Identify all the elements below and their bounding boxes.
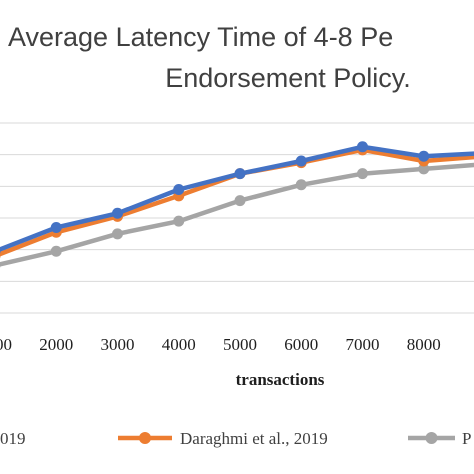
data-point bbox=[295, 179, 307, 191]
data-point bbox=[50, 245, 62, 257]
data-point bbox=[234, 195, 246, 207]
data-point bbox=[418, 163, 430, 175]
legend: et al., 2019 Daraghmi et al., 2019 P bbox=[0, 429, 471, 448]
series-line bbox=[0, 162, 474, 267]
data-point bbox=[0, 263, 1, 268]
chart-title-line-2: Endorsement Policy. bbox=[165, 63, 411, 93]
data-point bbox=[357, 141, 368, 153]
x-axis-label: transactions bbox=[236, 370, 325, 389]
legend-swatch-marker bbox=[425, 432, 438, 444]
data-point bbox=[112, 228, 123, 240]
data-point bbox=[0, 248, 1, 254]
series-group bbox=[0, 141, 474, 268]
series-3 bbox=[0, 162, 474, 268]
x-tick-label: 4000 bbox=[162, 335, 196, 354]
x-tick-label: 7000 bbox=[346, 335, 380, 354]
legend-item-1: et al., 2019 bbox=[0, 429, 26, 448]
x-tick-label: 6000 bbox=[284, 335, 318, 354]
x-tick-labels: 1000 2000 3000 4000 5000 6000 7000 8000 bbox=[0, 335, 441, 354]
data-point bbox=[295, 155, 307, 167]
legend-swatch-marker bbox=[139, 432, 151, 444]
data-point bbox=[173, 215, 185, 227]
series-1 bbox=[0, 141, 474, 254]
gridlines bbox=[0, 122, 474, 314]
x-tick-label: 3000 bbox=[101, 335, 135, 354]
data-point bbox=[357, 168, 368, 180]
data-point bbox=[418, 150, 430, 162]
data-point bbox=[50, 222, 62, 233]
data-point bbox=[112, 207, 123, 219]
data-point bbox=[234, 168, 246, 180]
legend-item-3: P bbox=[408, 429, 471, 448]
data-point bbox=[0, 253, 1, 259]
legend-item-2: Daraghmi et al., 2019 bbox=[118, 429, 328, 448]
x-tick-label: 2000 bbox=[39, 335, 73, 354]
legend-label: et al., 2019 bbox=[0, 429, 26, 448]
x-tick-label: 5000 bbox=[223, 335, 257, 354]
x-tick-label: 1000 bbox=[0, 335, 12, 354]
legend-label: P bbox=[462, 429, 471, 448]
data-point bbox=[173, 184, 185, 195]
x-tick-label: 8000 bbox=[407, 335, 441, 354]
chart-title-line-1: Average Latency Time of 4-8 Pe bbox=[8, 22, 393, 52]
legend-label: Daraghmi et al., 2019 bbox=[180, 429, 328, 448]
